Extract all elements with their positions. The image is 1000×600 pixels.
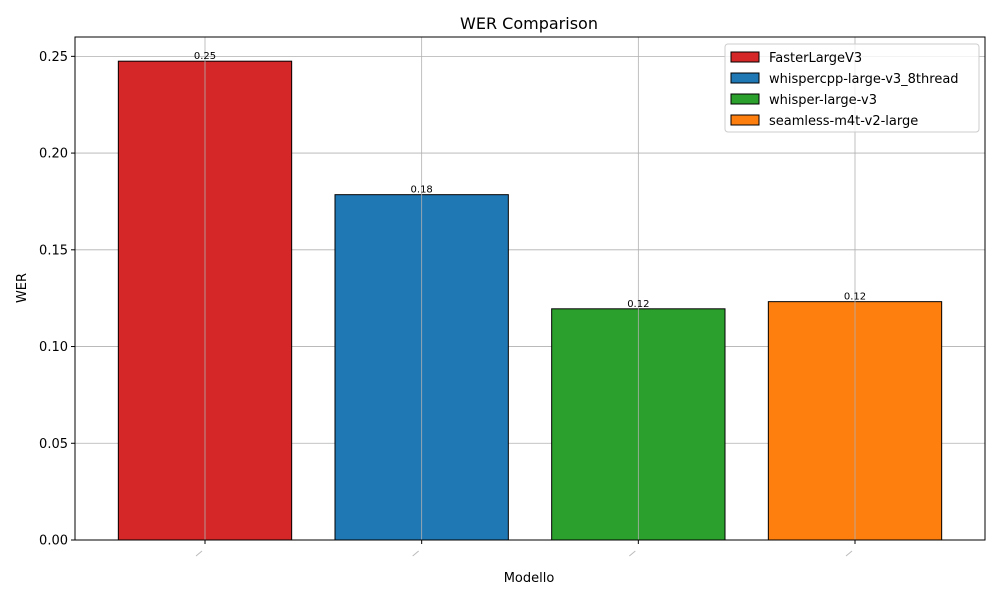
legend-entry-label: seamless-m4t-v2-large	[769, 114, 918, 129]
legend: FasterLargeV3 whispercpp-large-v3_8thread…	[724, 43, 980, 133]
y-tick-label: 0.25	[39, 50, 68, 65]
y-tick-label: 0.05	[39, 437, 68, 452]
legend-swatch	[730, 114, 760, 126]
legend-entry-label: FasterLargeV3	[769, 51, 862, 66]
plot-frame	[74, 36, 986, 541]
x-tick-label-faint	[412, 550, 419, 557]
y-tick-label: 0.10	[39, 340, 68, 355]
y-axis-ticks: 0.00 0.05 0.10 0.15 0.20 0.25	[39, 50, 75, 549]
x-axis-label: Modello	[504, 571, 555, 586]
y-tick-label: 0.20	[39, 147, 68, 162]
x-tick-label-faint	[195, 550, 203, 557]
x-axis-ticks	[195, 540, 856, 557]
legend-entry-label: whispercpp-large-v3_8thread	[769, 72, 959, 87]
y-tick-label: 0.15	[39, 243, 68, 258]
bar-value-label: 0.12	[844, 292, 866, 303]
data-labels: 0.25 0.18 0.12 0.12	[194, 51, 866, 310]
x-tick-label-faint	[629, 550, 636, 557]
bar-value-label: 0.25	[194, 51, 216, 62]
bar-value-label: 0.18	[411, 185, 433, 196]
legend-swatch	[730, 93, 760, 105]
x-tick-label-faint	[845, 550, 853, 557]
bar-value-label: 0.12	[627, 299, 649, 310]
legend-entry-label: whisper-large-v3	[769, 93, 877, 108]
y-tick-label: 0.00	[39, 534, 68, 549]
y-axis-label: WER	[15, 273, 30, 303]
legend-swatch	[730, 72, 760, 84]
legend-swatch	[730, 51, 760, 63]
legend-box	[724, 43, 980, 133]
chart-title: WER Comparison	[460, 14, 598, 33]
